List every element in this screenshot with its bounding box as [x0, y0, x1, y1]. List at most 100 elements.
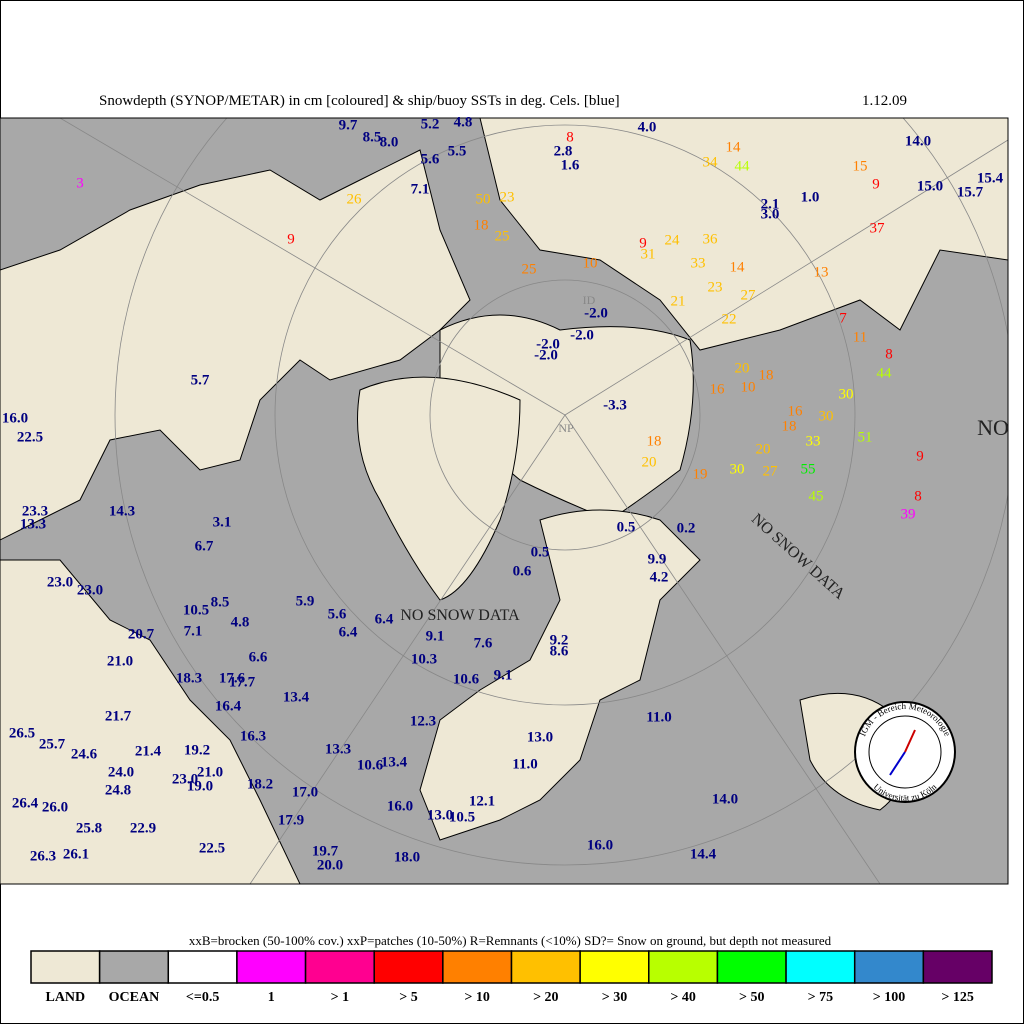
snow-depth: 15 — [853, 158, 868, 174]
snow-depth: 21 — [671, 293, 686, 309]
legend-label: LAND — [45, 990, 85, 1005]
snow-depth: 24 — [665, 232, 681, 248]
sst-reading: 10.6 — [357, 757, 384, 773]
sst-reading: 10.5 — [449, 809, 475, 825]
snow-depth: 30 — [730, 461, 745, 477]
snow-depth: 26 — [347, 191, 363, 207]
sst-reading: 3.1 — [213, 514, 232, 530]
legend-swatch — [785, 950, 856, 984]
legend-label: > 1 — [331, 990, 349, 1005]
sst-reading: 20.0 — [317, 857, 343, 873]
snow-depth: 23 — [500, 189, 515, 205]
sst-reading: 13.4 — [283, 689, 310, 705]
map-title: Snowdepth (SYNOP/METAR) in cm [coloured]… — [99, 93, 620, 109]
sst-reading: 14.0 — [712, 791, 738, 807]
sst-reading: 18.2 — [247, 776, 273, 792]
snow-depth: 9 — [916, 448, 924, 464]
sst-reading: 16.0 — [2, 410, 28, 426]
snow-depth: 18 — [647, 433, 662, 449]
sst-reading: 23.0 — [77, 582, 103, 598]
sst-reading: 5.9 — [296, 593, 315, 609]
snow-depth: 18 — [474, 217, 489, 233]
sst-reading: 22.9 — [130, 820, 156, 836]
map: NO SNOW DATA NO SNOW DATA NO NP ID 9.78.… — [0, 114, 1009, 885]
snow-depth: 7 — [839, 310, 847, 326]
sst-reading: 12.3 — [410, 713, 436, 729]
legend-label: 1 — [268, 990, 275, 1005]
legend-label: <=0.5 — [186, 990, 219, 1005]
pole-label: NP — [558, 421, 574, 435]
sst-reading: 17.0 — [292, 784, 318, 800]
sst-reading: 13.0 — [527, 729, 553, 745]
snow-depth: 20 — [642, 454, 657, 470]
snow-depth: 27 — [741, 287, 757, 303]
sst-reading: 9.7 — [339, 117, 358, 133]
sst-reading: 9.1 — [494, 667, 513, 683]
sst-reading: 1.6 — [561, 157, 580, 173]
legend-swatch — [373, 950, 444, 984]
sst-reading: 13.0 — [427, 807, 453, 823]
legend-swatch — [167, 950, 238, 984]
snow-depth: 23 — [708, 279, 723, 295]
sst-reading: 26.1 — [63, 846, 89, 862]
sst-reading: 22.5 — [199, 840, 225, 856]
sst-reading: 12.1 — [469, 793, 495, 809]
legend: LAND OCEAN <=0.5 1 > 1 > 5 > 10 > 20 > 30 > 40 > 5… — [30, 950, 993, 1005]
snow-depth: 10 — [741, 379, 756, 395]
sst-reading: -3.3 — [603, 397, 627, 413]
sst-reading: 25.8 — [76, 820, 102, 836]
no-label: NO — [977, 415, 1009, 440]
sst-reading: 2.8 — [554, 143, 573, 159]
legend-swatch — [510, 950, 581, 984]
land-us — [0, 559, 301, 884]
logo: IGM - Bereich Meteorologie Universität z… — [854, 701, 956, 803]
sst-reading: -2.0 — [584, 305, 608, 321]
sst-reading: 13.4 — [381, 754, 408, 770]
sst-reading: 17.6 — [219, 670, 246, 686]
sst-reading: 5.6 — [421, 151, 440, 167]
sst-reading: 5.2 — [421, 116, 440, 132]
legend-swatch — [648, 950, 719, 984]
legend-swatch — [304, 950, 375, 984]
snow-depth: 9 — [872, 176, 880, 192]
sst-reading: -2.0 — [534, 347, 558, 363]
snow-depth: 55 — [801, 461, 816, 477]
sst-reading: 7.1 — [411, 181, 430, 197]
sst-reading: 21.4 — [135, 743, 162, 759]
snow-depth: 27 — [763, 463, 779, 479]
sst-reading: 17.7 — [229, 674, 256, 690]
snow-depth: 31 — [641, 246, 656, 262]
snow-depth: 8 — [885, 346, 893, 362]
sst-reading: 11.0 — [646, 709, 671, 725]
sst-reading: 10.6 — [453, 671, 480, 687]
snow-depth: 50 — [476, 191, 491, 207]
sst-reading: 4.2 — [650, 569, 669, 585]
snow-depth: 16 — [710, 381, 726, 397]
sst-reading: 24.0 — [108, 764, 134, 780]
snow-depth: 36 — [703, 231, 719, 247]
land-north-america — [0, 149, 471, 541]
snow-depth: 45 — [809, 488, 824, 504]
sst-reading: 19.2 — [184, 742, 210, 758]
sst-reading: 4.0 — [638, 119, 657, 135]
legend-label: > 30 — [602, 990, 627, 1005]
legend-label: > 100 — [873, 990, 905, 1005]
sst-reading: 15.7 — [957, 184, 984, 200]
sst-reading: 6.7 — [195, 538, 214, 554]
sst-reading: 2.1 — [761, 196, 780, 212]
legend-swatch — [579, 950, 650, 984]
snow-depth: 10 — [583, 255, 598, 271]
snow-depth: 8 — [566, 129, 574, 145]
sst-reading: 16.0 — [587, 837, 613, 853]
sst-reading: 16.3 — [240, 728, 266, 744]
sst-reading: 9.9 — [648, 551, 667, 567]
snow-depth: 34 — [703, 154, 719, 170]
sst-reading: 21.0 — [197, 764, 223, 780]
stations: 9.78.58.05.2 4.8 4.02.81.65.6 5.57.12.13.01… — [2, 114, 1004, 873]
snow-depth: 30 — [819, 408, 834, 424]
legend-swatch — [922, 950, 993, 984]
map-date: 1.12.09 — [862, 93, 907, 109]
snow-depth: 33 — [691, 255, 706, 271]
sst-reading: 26.5 — [9, 725, 35, 741]
